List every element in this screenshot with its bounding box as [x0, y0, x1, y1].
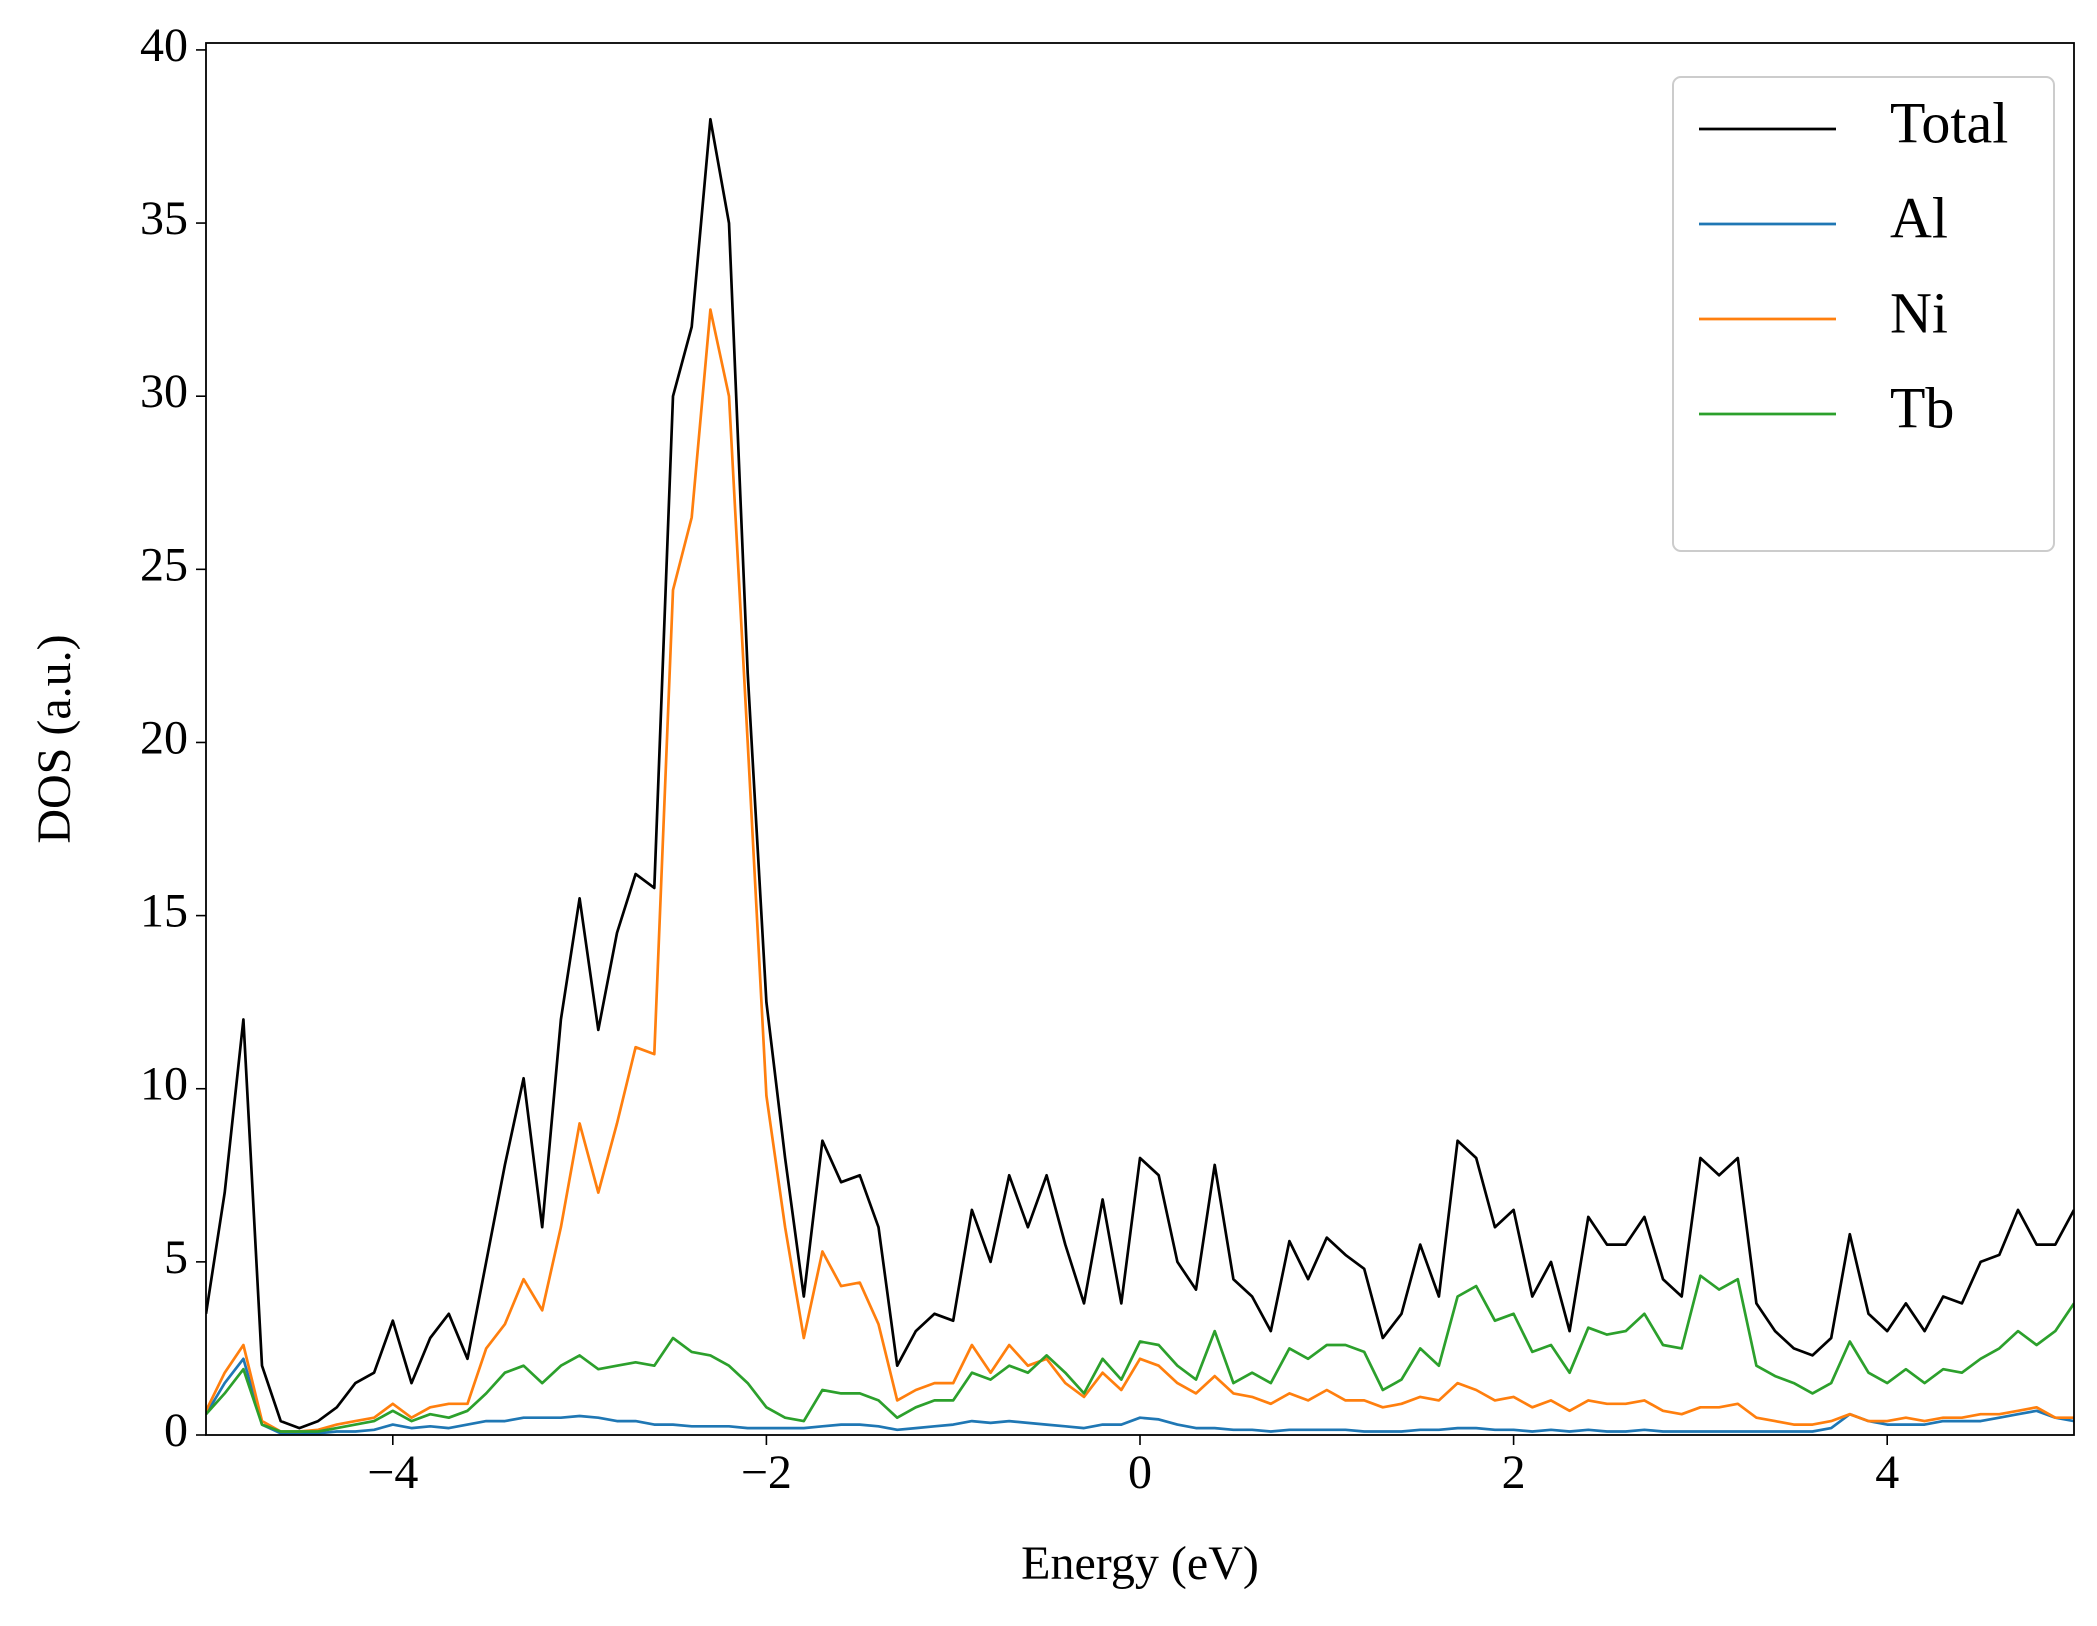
x-tick-label: 2: [1502, 1446, 1526, 1499]
plot-frame: [205, 42, 2075, 1436]
series-line: [206, 1274, 2074, 1433]
legend-label: Total: [1890, 90, 2008, 155]
series-line: [206, 117, 2074, 1430]
x-tick-label: 4: [1875, 1446, 1899, 1499]
x-axis-label: Energy (eV): [1021, 1537, 1259, 1590]
legend-box: [1672, 76, 2055, 552]
x-tick-label: −4: [367, 1446, 418, 1499]
y-axis-label: DOS (a.u.): [28, 634, 81, 843]
y-tick-label: 35: [140, 192, 188, 245]
legend-label: Ni: [1890, 280, 1948, 345]
y-tick-label: 5: [164, 1231, 188, 1284]
y-tick-label: 30: [140, 365, 188, 418]
y-tick-label: 10: [140, 1058, 188, 1111]
legend-label: Tb: [1890, 375, 1954, 440]
x-tick-label: −2: [741, 1446, 792, 1499]
legend-label: Al: [1890, 185, 1948, 250]
y-tick-label: 20: [140, 711, 188, 764]
x-tick-label: 0: [1128, 1446, 1152, 1499]
y-tick-label: 0: [164, 1404, 188, 1457]
y-tick-label: 40: [140, 19, 188, 72]
y-tick-label: 15: [140, 885, 188, 938]
y-tick-label: 25: [140, 538, 188, 591]
series-line: [206, 308, 2074, 1433]
series-line: [206, 1357, 2074, 1435]
